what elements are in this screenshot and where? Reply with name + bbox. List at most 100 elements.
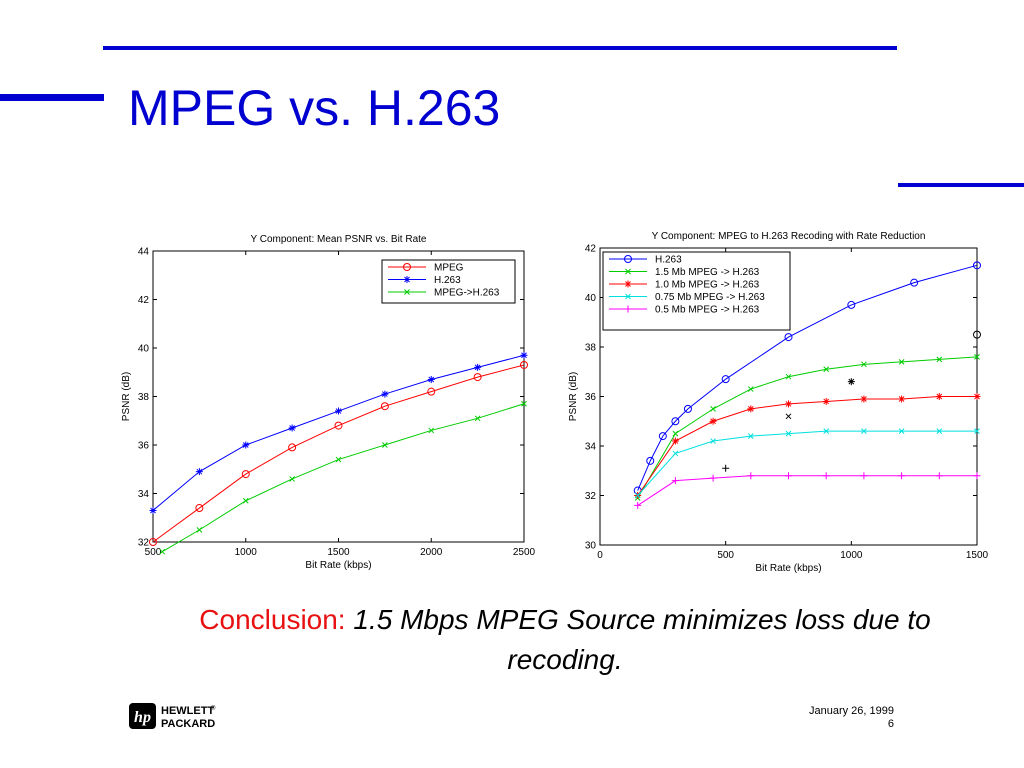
legend-swatch-marker bbox=[625, 293, 631, 300]
data-point bbox=[646, 456, 655, 465]
hp-logo-graphic: hp HEWLETT ® PACKARD bbox=[129, 703, 216, 730]
data-point bbox=[672, 450, 679, 457]
data-point bbox=[428, 427, 435, 434]
footer: January 26, 1999 6 bbox=[809, 705, 894, 731]
y-tick-label: 36 bbox=[138, 441, 150, 452]
y-tick-label: 40 bbox=[138, 344, 150, 355]
data-point bbox=[634, 501, 642, 509]
y-tick-label: 32 bbox=[585, 491, 597, 502]
series-line bbox=[637, 356, 978, 499]
data-point bbox=[709, 417, 717, 425]
data-point bbox=[520, 360, 528, 369]
legend-entry: 0.5 Mb MPEG -> H.263 bbox=[655, 305, 760, 316]
data-point bbox=[195, 468, 203, 476]
series-line bbox=[637, 430, 977, 496]
data-point bbox=[195, 504, 204, 513]
y-tick-label: 40 bbox=[585, 293, 597, 304]
y-tick-label: 36 bbox=[585, 392, 597, 403]
chart-title: Y Component: Mean PSNR vs. Bit Rate bbox=[250, 234, 426, 245]
legend-entry: MPEG->H.263 bbox=[434, 288, 500, 299]
recoding-rate-reduction-chart: Y Component: MPEG to H.263 Recoding with… bbox=[568, 231, 989, 574]
legend-entry: MPEG bbox=[434, 263, 464, 274]
data-point bbox=[747, 386, 754, 392]
data-point bbox=[520, 351, 528, 359]
y-tick-label: 38 bbox=[585, 343, 597, 354]
data-point bbox=[785, 400, 792, 408]
data-point bbox=[671, 417, 680, 426]
data-point bbox=[149, 538, 157, 546]
data-point bbox=[241, 470, 250, 479]
data-point bbox=[709, 474, 717, 482]
data-point bbox=[474, 415, 481, 422]
series-3 bbox=[159, 400, 527, 555]
y-tick-label: 32 bbox=[138, 538, 150, 549]
data-point bbox=[721, 375, 730, 384]
data-point bbox=[973, 393, 981, 400]
x-tick-label: 500 bbox=[145, 547, 162, 558]
data-point bbox=[784, 333, 793, 342]
data-point bbox=[521, 400, 527, 407]
hp-logo-line2: PACKARD bbox=[161, 718, 215, 730]
conclusion-label: Conclusion: bbox=[199, 604, 346, 635]
page-title: MPEG vs. H.263 bbox=[128, 80, 501, 136]
data-point bbox=[847, 300, 856, 309]
data-point bbox=[822, 397, 830, 405]
data-point bbox=[861, 428, 867, 435]
data-point bbox=[747, 405, 755, 413]
series-1 bbox=[149, 360, 528, 546]
hp-logo-line1: HEWLETT bbox=[161, 705, 214, 717]
data-point bbox=[427, 376, 435, 384]
series-4 bbox=[634, 428, 980, 499]
data-point bbox=[974, 428, 980, 435]
page-number: 6 bbox=[887, 718, 894, 730]
data-point bbox=[747, 433, 754, 439]
legend-entry: H.263 bbox=[434, 275, 461, 286]
y-tick-label: 34 bbox=[585, 442, 597, 453]
x-tick-label: 500 bbox=[717, 550, 734, 561]
left-accent-rule bbox=[0, 94, 104, 101]
hp-logo-mark: hp bbox=[134, 709, 151, 726]
series-2 bbox=[634, 354, 980, 501]
data-point bbox=[427, 387, 436, 396]
series-line bbox=[637, 396, 977, 496]
data-point bbox=[898, 395, 906, 403]
series-line bbox=[152, 364, 525, 543]
legend-swatch-marker bbox=[625, 268, 631, 275]
isolated-point bbox=[847, 378, 855, 386]
legend-swatch-marker bbox=[404, 289, 410, 295]
legend-swatch-marker bbox=[624, 305, 632, 313]
hp-logo-badge bbox=[129, 703, 156, 729]
data-point bbox=[334, 421, 343, 430]
legend-entry: 1.0 Mb MPEG -> H.263 bbox=[655, 280, 760, 291]
x-tick-label: 1500 bbox=[327, 547, 350, 558]
data-point bbox=[658, 432, 667, 441]
data-point bbox=[196, 527, 203, 533]
data-point bbox=[935, 393, 943, 400]
series-line bbox=[637, 264, 978, 491]
legend-swatch-marker bbox=[624, 280, 632, 288]
data-point bbox=[288, 443, 297, 452]
data-point bbox=[861, 361, 867, 368]
data-point bbox=[860, 395, 868, 403]
data-point bbox=[289, 476, 295, 482]
x-tick-label: 1000 bbox=[235, 547, 258, 558]
hp-logo-registered: ® bbox=[211, 705, 216, 712]
data-point bbox=[910, 278, 919, 287]
data-point bbox=[785, 472, 792, 480]
x-tick-label: 1500 bbox=[966, 550, 989, 561]
data-point bbox=[473, 373, 482, 382]
data-point bbox=[474, 363, 482, 371]
data-point bbox=[973, 472, 981, 480]
right-accent-rule bbox=[898, 183, 1024, 187]
legend-entry: 0.75 Mb MPEG -> H.263 bbox=[655, 292, 765, 303]
data-point bbox=[974, 354, 980, 360]
psnr-vs-bitrate-chart: Y Component: Mean PSNR vs. Bit Rate 500 10… bbox=[121, 234, 536, 571]
data-point bbox=[335, 456, 342, 463]
x-tick-label: 1000 bbox=[840, 550, 863, 561]
x-axis-label: Bit Rate (kbps) bbox=[305, 560, 371, 571]
data-point bbox=[671, 437, 679, 445]
x-tick-label: 2000 bbox=[420, 547, 443, 558]
isolated-point bbox=[785, 413, 792, 420]
data-point bbox=[898, 428, 905, 435]
data-point bbox=[683, 404, 692, 413]
